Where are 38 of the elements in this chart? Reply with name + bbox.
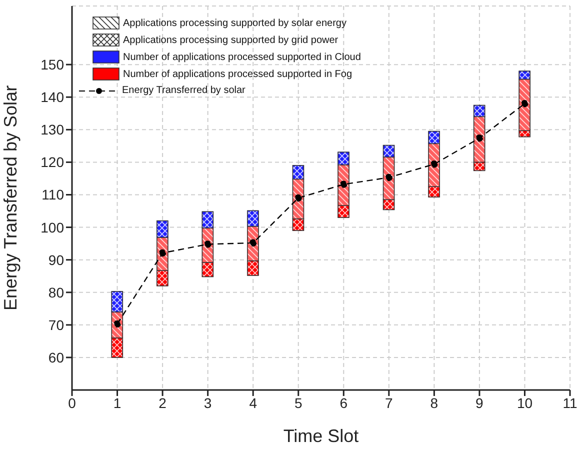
x-tick-label: 0: [68, 394, 76, 411]
legend-label: Energy Transferred by solar: [122, 84, 246, 97]
point: [158, 249, 166, 257]
annotation: Number of applications processed supported in Fog: [123, 68, 352, 80]
point: [204, 240, 212, 248]
x-tick-label: 2: [158, 394, 167, 411]
point: [430, 160, 438, 168]
y-axis-title: Energy Transferred by Solar: [0, 85, 20, 311]
x-tick-label: 8: [430, 394, 438, 411]
point: [521, 100, 528, 108]
y-tick-label: 120: [40, 154, 64, 170]
x-tick-label: 3: [204, 394, 212, 411]
y-tick-label: 80: [48, 284, 64, 300]
y-tick-label: 130: [40, 122, 64, 138]
y-tick-label: 100: [40, 219, 64, 236]
point: [476, 134, 484, 142]
point: [249, 239, 257, 247]
y-tick-label: 70: [48, 316, 64, 333]
y-tick-label: 110: [42, 186, 64, 203]
x-axis-title: Time Slot: [283, 426, 359, 446]
x-tick-label: 7: [385, 394, 394, 411]
annotation: Applications processing supported by solar energy: [123, 16, 346, 30]
x-tick-label: 6: [340, 394, 348, 411]
y-tick-label: 90: [48, 252, 64, 268]
x-tick-label: 11: [562, 394, 578, 411]
x-tick-label: 1: [113, 394, 122, 411]
x-tick-label: 9: [476, 394, 484, 411]
y-tick-label: 60: [48, 349, 64, 366]
y-tick-label: 150: [40, 56, 64, 73]
point: [340, 180, 348, 188]
x-tick-label: 10: [516, 394, 533, 411]
annotation: Applications processing supported by grid power: [123, 34, 338, 46]
point: [294, 194, 302, 202]
x-tick-label: 4: [249, 394, 258, 411]
annotation: Number of applications processed supported in Cloud: [123, 50, 361, 64]
point: [385, 174, 393, 182]
x-tick-label: 5: [294, 394, 302, 411]
y-tick-label: 140: [40, 89, 64, 106]
